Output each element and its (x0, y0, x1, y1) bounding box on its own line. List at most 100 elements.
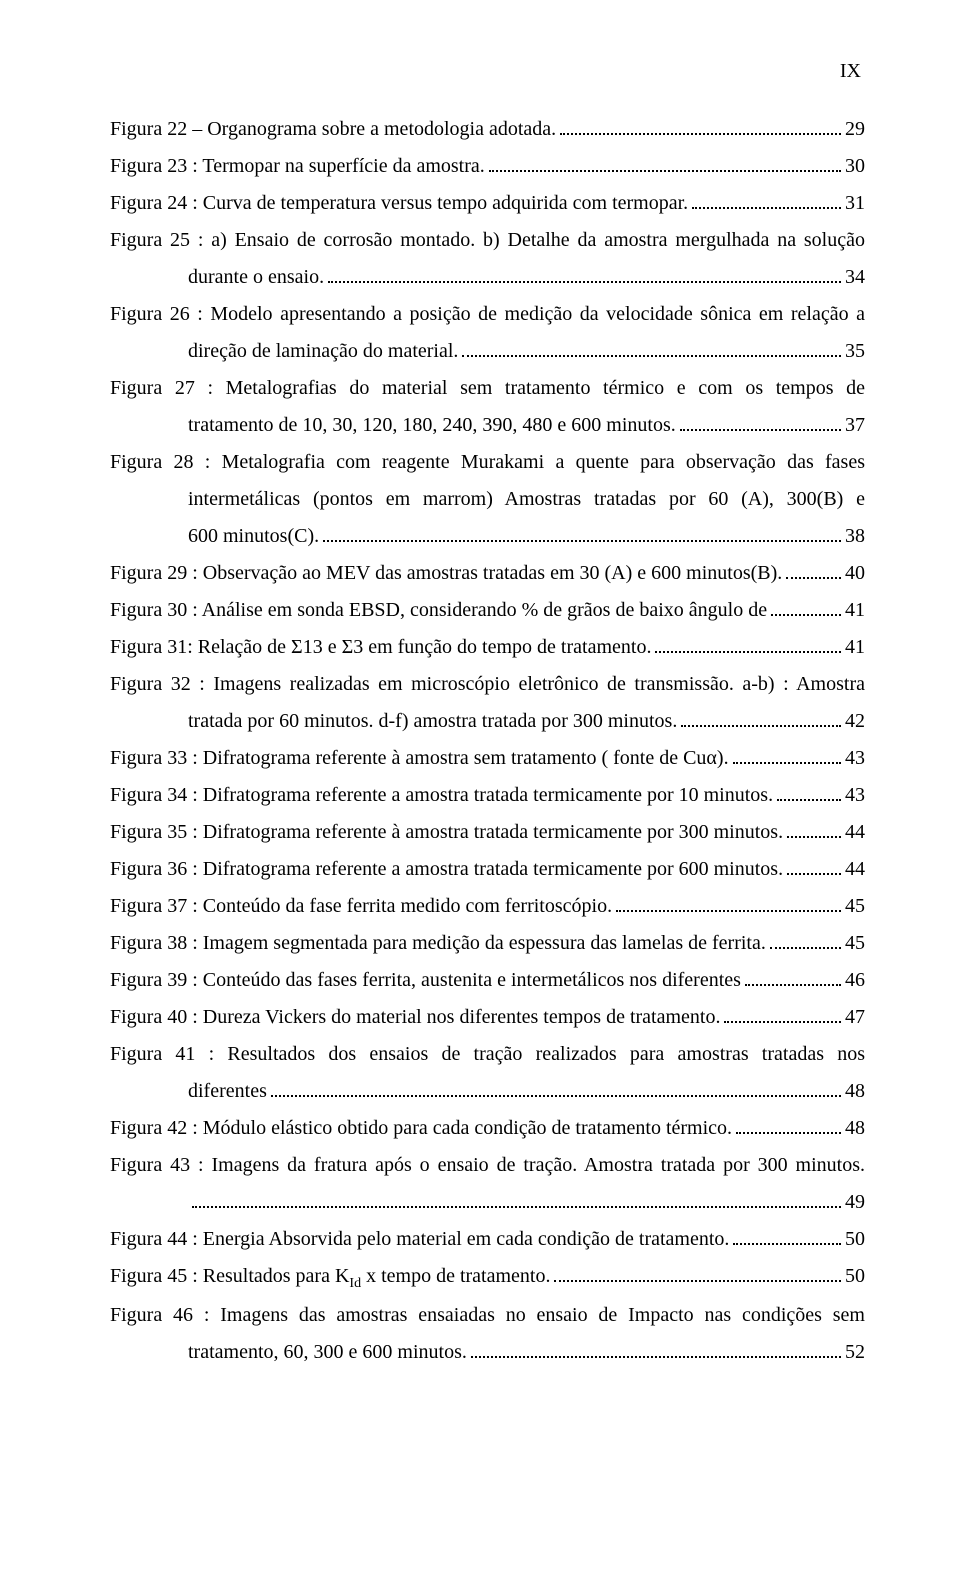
page-reference: 48 (845, 1073, 865, 1110)
figure-entry: Figura 30 : Análise em sonda EBSD, consi… (110, 592, 865, 629)
entry-leader-line: diferentes 48 (110, 1073, 865, 1110)
page-reference: 29 (845, 111, 865, 148)
page-reference: 45 (845, 888, 865, 925)
page-reference: 37 (845, 407, 865, 444)
figure-entry: Figura 45 : Resultados para KId x tempo … (110, 1258, 865, 1297)
figure-entry: Figura 44 : Energia Absorvida pelo mater… (110, 1221, 865, 1258)
entry-leader-line: tratamento, 60, 300 e 600 minutos. 52 (110, 1334, 865, 1371)
page-reference: 45 (845, 925, 865, 962)
entry-text: Figura 29 : Observação ao MEV das amostr… (110, 555, 782, 592)
entry-text: Figura 31: Relação de Σ13 e Σ3 em função… (110, 629, 651, 666)
page-reference: 31 (845, 185, 865, 222)
figure-entry: Figura 46 : Imagens das amostras ensaiad… (110, 1297, 865, 1371)
page-reference: 35 (845, 333, 865, 370)
entry-text: Figura 35 : Difratograma referente à amo… (110, 814, 783, 851)
entry-leader-line: Figura 38 : Imagem segmentada para mediç… (110, 925, 865, 962)
figure-entry: Figura 29 : Observação ao MEV das amostr… (110, 555, 865, 592)
page-reference: 50 (845, 1258, 865, 1295)
dot-leader (777, 799, 841, 801)
figure-entry: Figura 28 : Metalografia com reagente Mu… (110, 444, 865, 555)
page-reference: 52 (845, 1334, 865, 1371)
entry-text: Figura 45 : Resultados para KId x tempo … (110, 1258, 550, 1297)
page-reference: 42 (845, 703, 865, 740)
entry-text: Figura 39 : Conteúdo das fases ferrita, … (110, 962, 741, 999)
entry-text: tratamento, 60, 300 e 600 minutos. (188, 1334, 467, 1371)
dot-leader (736, 1132, 841, 1134)
figure-entry: Figura 26 : Modelo apresentando a posiçã… (110, 296, 865, 370)
entry-text: Figura 38 : Imagem segmentada para mediç… (110, 925, 766, 962)
page-reference: 40 (845, 555, 865, 592)
entry-text: Figura 23 : Termopar na superfície da am… (110, 148, 485, 185)
entry-leader-line: Figura 42 : Módulo elástico obtido para … (110, 1110, 865, 1147)
page-reference: 30 (845, 148, 865, 185)
entry-text-line: Figura 25 : a) Ensaio de corrosão montad… (110, 222, 865, 259)
table-of-figures: Figura 22 – Organograma sobre a metodolo… (110, 111, 865, 1371)
page-reference: 47 (845, 999, 865, 1036)
entry-leader-line: durante o ensaio. 34 (110, 259, 865, 296)
entry-text: durante o ensaio. (188, 259, 324, 296)
dot-leader (771, 614, 841, 616)
entry-leader-line: Figura 40 : Dureza Vickers do material n… (110, 999, 865, 1036)
entry-leader-line: Figura 39 : Conteúdo das fases ferrita, … (110, 962, 865, 999)
entry-text: tratada por 60 minutos. d-f) amostra tra… (188, 703, 677, 740)
dot-leader (655, 651, 841, 653)
entry-leader-line: Figura 33 : Difratograma referente à amo… (110, 740, 865, 777)
entry-text-line: Figura 27 : Metalografias do material se… (110, 370, 865, 407)
entry-text: Figura 42 : Módulo elástico obtido para … (110, 1110, 732, 1147)
dot-leader (192, 1206, 841, 1208)
dot-leader (462, 355, 841, 357)
figure-entry: Figura 32 : Imagens realizadas em micros… (110, 666, 865, 740)
entry-leader-line: Figura 45 : Resultados para KId x tempo … (110, 1258, 865, 1297)
entry-text: Figura 22 – Organograma sobre a metodolo… (110, 111, 556, 148)
page-number: IX (110, 60, 865, 83)
figure-entry: Figura 33 : Difratograma referente à amo… (110, 740, 865, 777)
entry-leader-line: Figura 23 : Termopar na superfície da am… (110, 148, 865, 185)
figure-entry: Figura 36 : Difratograma referente a amo… (110, 851, 865, 888)
dot-leader (489, 170, 841, 172)
entry-text: Figura 24 : Curva de temperatura versus … (110, 185, 688, 222)
dot-leader (616, 910, 841, 912)
entry-leader-line: 600 minutos(C). 38 (110, 518, 865, 555)
dot-leader (786, 577, 841, 579)
page-reference: 46 (845, 962, 865, 999)
dot-leader (733, 762, 841, 764)
entry-leader-line: direção de laminação do material. 35 (110, 333, 865, 370)
page-reference: 41 (845, 592, 865, 629)
entry-leader-line: 49 (110, 1184, 865, 1221)
entry-text: Figura 36 : Difratograma referente a amo… (110, 851, 783, 888)
entry-leader-line: Figura 36 : Difratograma referente a amo… (110, 851, 865, 888)
entry-leader-line: Figura 35 : Difratograma referente à amo… (110, 814, 865, 851)
page-reference: 38 (845, 518, 865, 555)
entry-text-line: intermetálicas (pontos em marrom) Amostr… (110, 481, 865, 518)
entry-text: Figura 44 : Energia Absorvida pelo mater… (110, 1221, 729, 1258)
entry-text: Figura 40 : Dureza Vickers do material n… (110, 999, 720, 1036)
page-reference: 43 (845, 777, 865, 814)
figure-entry: Figura 39 : Conteúdo das fases ferrita, … (110, 962, 865, 999)
page-reference: 41 (845, 629, 865, 666)
entry-text: tratamento de 10, 30, 120, 180, 240, 390… (188, 407, 676, 444)
entry-text-line: Figura 43 : Imagens da fratura após o en… (110, 1147, 865, 1184)
entry-text-line: Figura 32 : Imagens realizadas em micros… (110, 666, 865, 703)
entry-leader-line: Figura 37 : Conteúdo da fase ferrita med… (110, 888, 865, 925)
page-reference: 50 (845, 1221, 865, 1258)
dot-leader (787, 873, 841, 875)
page-reference: 48 (845, 1110, 865, 1147)
entry-leader-line: Figura 30 : Análise em sonda EBSD, consi… (110, 592, 865, 629)
figure-entry: Figura 22 – Organograma sobre a metodolo… (110, 111, 865, 148)
entry-leader-line: Figura 22 – Organograma sobre a metodolo… (110, 111, 865, 148)
entry-leader-line: Figura 34 : Difratograma referente a amo… (110, 777, 865, 814)
entry-leader-line: tratada por 60 minutos. d-f) amostra tra… (110, 703, 865, 740)
figure-entry: Figura 24 : Curva de temperatura versus … (110, 185, 865, 222)
figure-entry: Figura 25 : a) Ensaio de corrosão montad… (110, 222, 865, 296)
figure-entry: Figura 42 : Módulo elástico obtido para … (110, 1110, 865, 1147)
figure-entry: Figura 37 : Conteúdo da fase ferrita med… (110, 888, 865, 925)
dot-leader (745, 984, 841, 986)
dot-leader (471, 1356, 841, 1358)
figure-entry: Figura 41 : Resultados dos ensaios de tr… (110, 1036, 865, 1110)
entry-text: direção de laminação do material. (188, 333, 458, 370)
figure-entry: Figura 34 : Difratograma referente a amo… (110, 777, 865, 814)
page-reference: 44 (845, 851, 865, 888)
page-reference: 43 (845, 740, 865, 777)
dot-leader (554, 1280, 841, 1282)
dot-leader (680, 429, 841, 431)
